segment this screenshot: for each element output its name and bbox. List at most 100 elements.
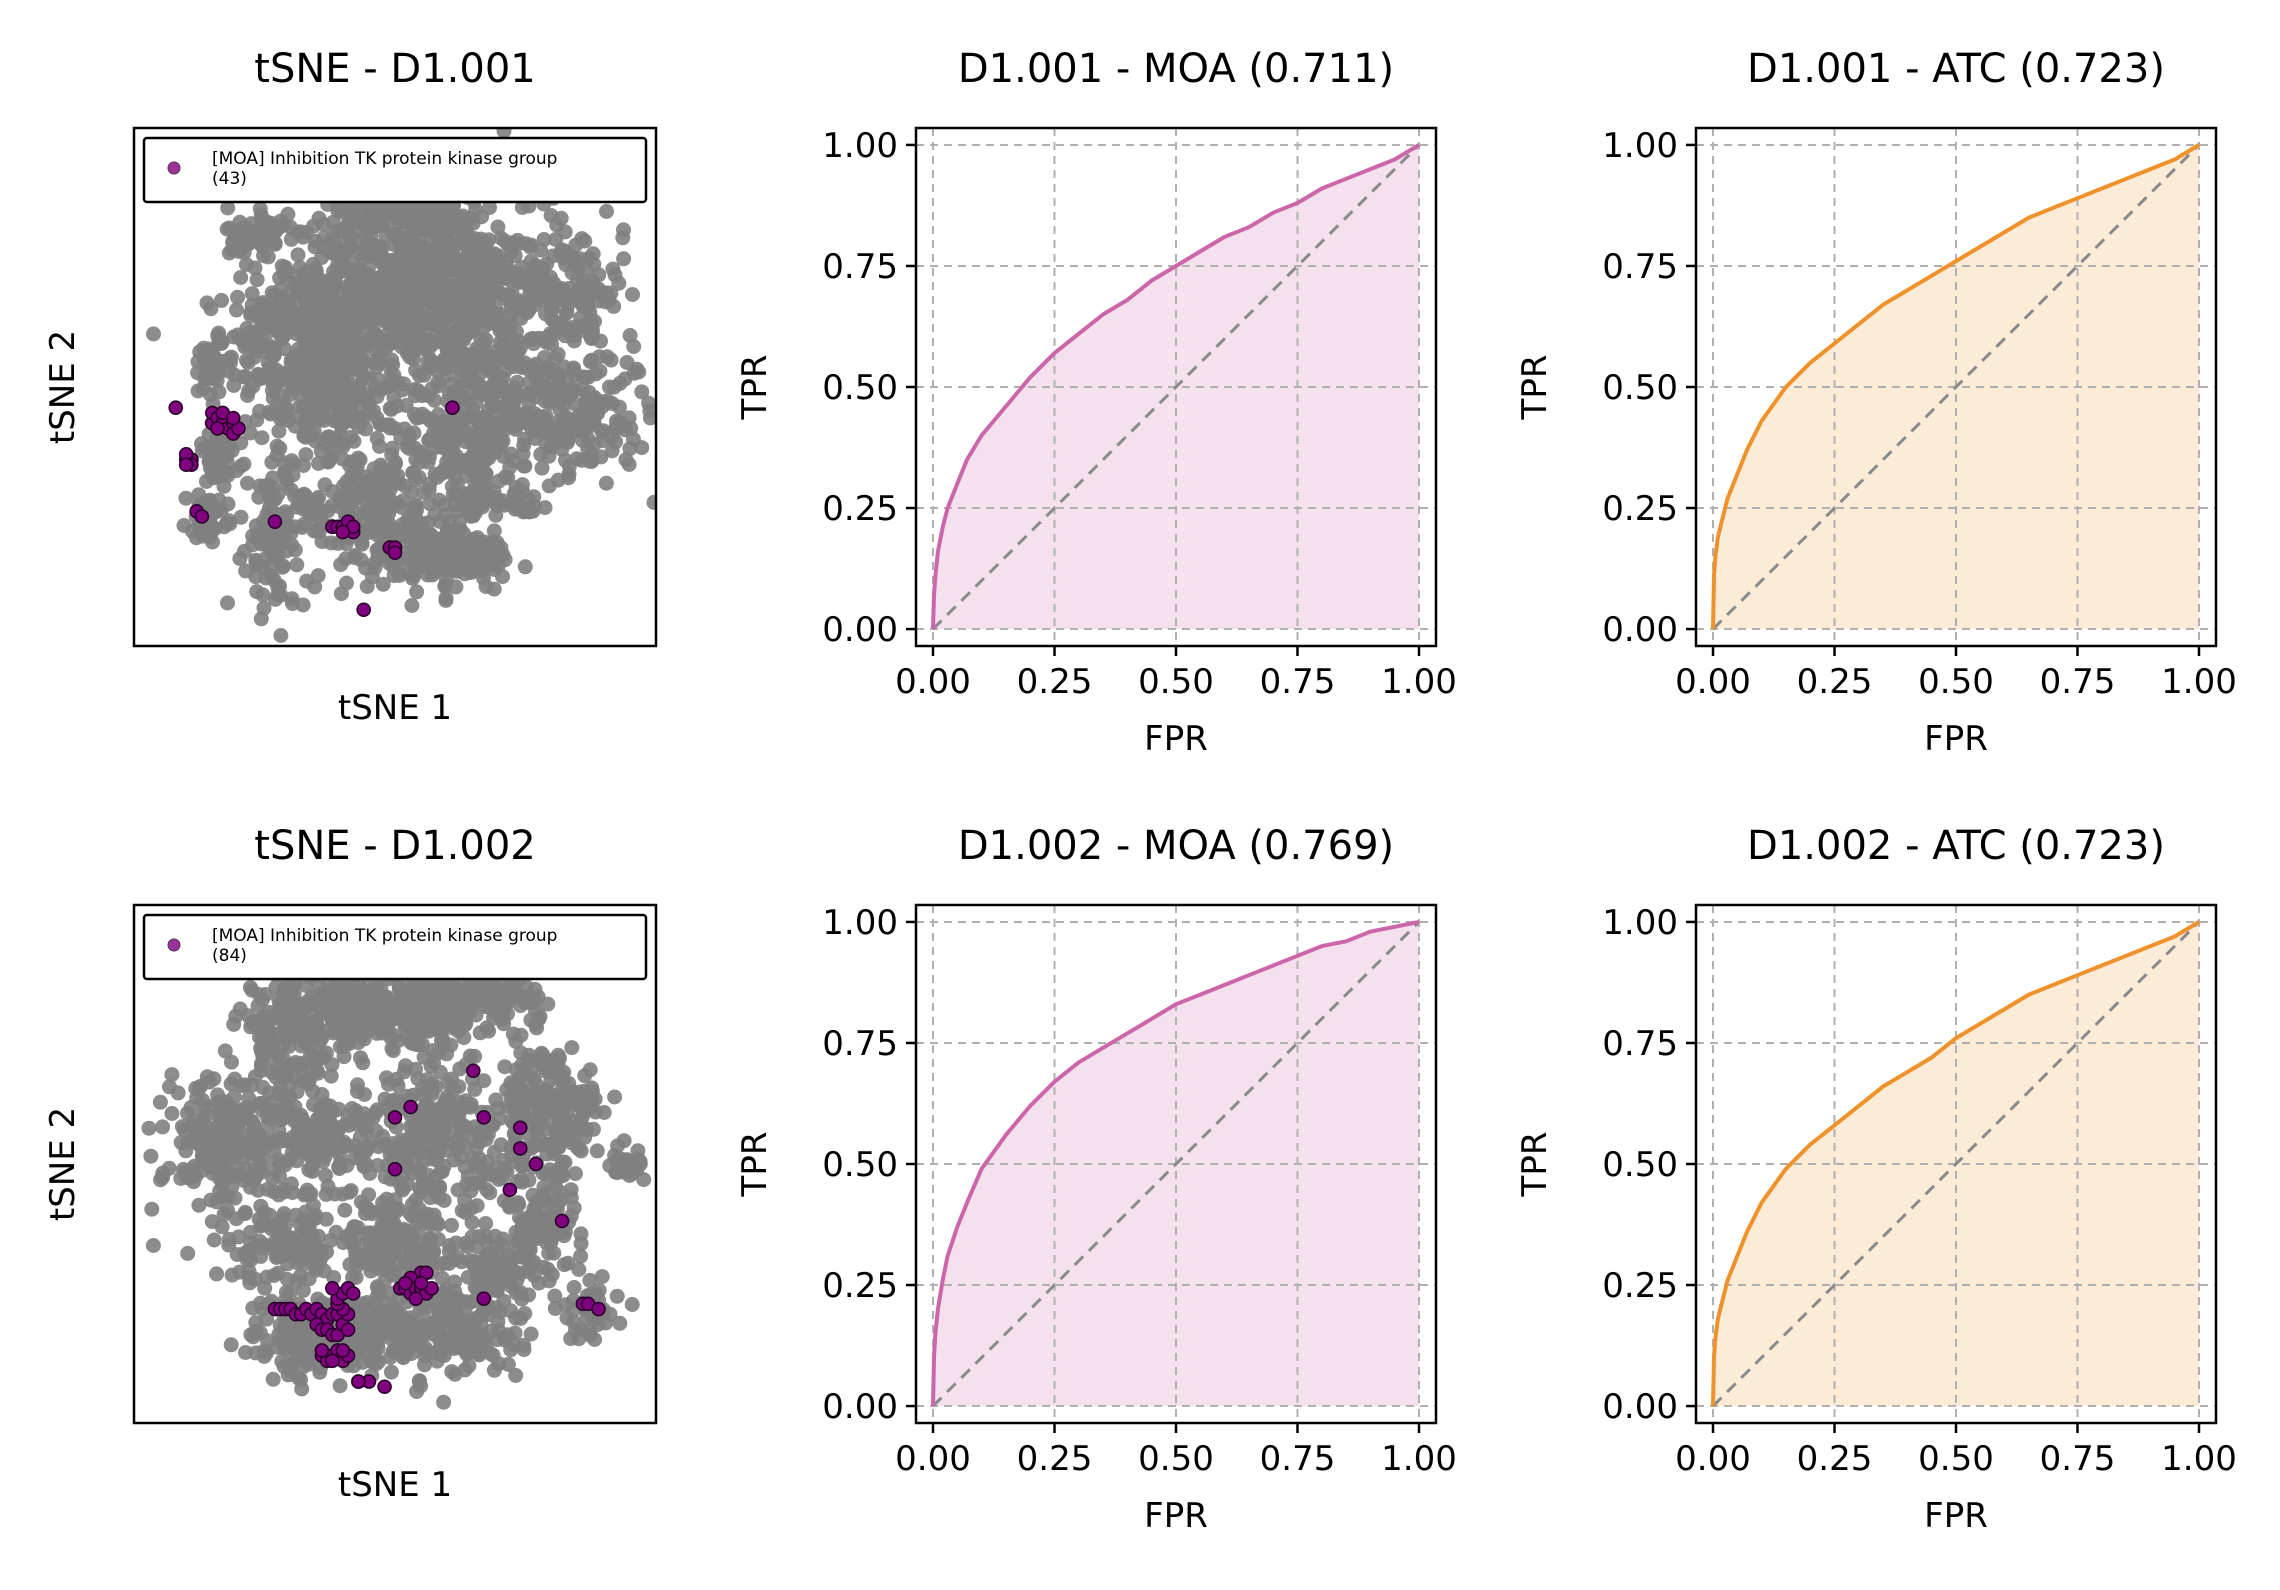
legend: [MOA] Inhibition TK protein kinase group… <box>142 136 648 204</box>
background-point <box>270 587 286 603</box>
background-point <box>265 470 281 486</box>
background-point <box>514 1174 530 1190</box>
background-point <box>486 523 502 539</box>
background-point <box>330 997 346 1013</box>
background-point <box>389 284 404 300</box>
background-point <box>550 1047 566 1063</box>
background-point <box>434 1164 450 1180</box>
background-point <box>490 1101 506 1117</box>
background-point <box>231 1229 247 1245</box>
background-point <box>240 235 256 251</box>
background-point <box>254 1217 270 1233</box>
background-point <box>283 1176 299 1192</box>
background-point <box>312 1364 328 1380</box>
background-point <box>387 1028 403 1044</box>
highlight-point <box>194 509 210 524</box>
background-point <box>458 391 474 407</box>
background-point <box>539 1235 555 1251</box>
background-point <box>311 210 327 226</box>
background-point <box>396 376 412 392</box>
background-point <box>301 1162 317 1178</box>
background-point <box>493 434 509 449</box>
background-point <box>318 1167 333 1183</box>
background-point <box>357 1087 372 1102</box>
background-point <box>564 1040 580 1056</box>
background-point <box>522 386 538 402</box>
background-point <box>228 463 244 479</box>
background-point <box>344 454 360 470</box>
background-point <box>410 296 426 312</box>
background-point <box>344 276 359 292</box>
background-point <box>472 468 488 483</box>
background-point <box>209 1266 225 1282</box>
background-point <box>288 1055 304 1070</box>
background-point <box>278 476 294 492</box>
background-point <box>267 236 283 252</box>
background-point <box>422 1102 438 1118</box>
background-point <box>376 513 392 529</box>
background-point <box>525 1059 541 1075</box>
background-point <box>426 317 442 333</box>
background-point <box>226 1016 242 1032</box>
background-point <box>476 334 492 350</box>
background-point <box>366 270 382 286</box>
background-point <box>396 1064 412 1080</box>
background-point <box>260 249 276 265</box>
legend-marker <box>167 161 181 175</box>
background-point <box>226 378 242 393</box>
legend-frame <box>142 136 648 204</box>
background-point <box>301 1072 317 1088</box>
background-point <box>447 497 463 513</box>
background-point <box>412 454 428 470</box>
background-point <box>612 375 628 391</box>
background-point <box>599 349 615 365</box>
background-point <box>384 1216 400 1232</box>
background-point <box>430 374 446 390</box>
background-point <box>642 403 656 419</box>
background-point <box>335 1186 351 1202</box>
background-point <box>646 494 656 510</box>
background-point <box>242 331 258 347</box>
background-point <box>345 319 360 334</box>
background-point <box>431 1306 447 1322</box>
background-point <box>407 406 422 422</box>
background-point <box>454 345 470 361</box>
background-point <box>511 333 526 349</box>
background-point <box>434 1003 450 1019</box>
background-point <box>290 247 306 263</box>
background-point <box>344 334 360 350</box>
background-point <box>445 451 460 466</box>
background-point <box>337 1202 353 1218</box>
background-point <box>356 1031 372 1047</box>
background-point <box>308 1150 323 1166</box>
background-point <box>317 1131 333 1147</box>
background-point <box>380 379 396 395</box>
background-point <box>371 1008 387 1024</box>
background-point <box>516 458 532 474</box>
background-point <box>409 1234 425 1249</box>
background-point <box>526 1201 542 1217</box>
background-point <box>543 303 559 318</box>
background-point <box>272 270 288 286</box>
background-point <box>155 1165 171 1181</box>
background-point <box>680 408 695 423</box>
background-point <box>244 286 260 302</box>
background-point <box>242 1224 258 1240</box>
background-point <box>549 1122 564 1138</box>
background-point <box>496 128 512 139</box>
background-point <box>375 576 391 592</box>
background-point <box>409 584 425 600</box>
background-point <box>280 206 296 222</box>
background-point <box>557 224 573 240</box>
background-point <box>497 233 513 249</box>
background-point <box>375 1228 391 1244</box>
chart-title: tSNE - D1.001 <box>254 46 535 92</box>
background-point <box>466 357 482 372</box>
background-point <box>622 441 638 457</box>
background-point <box>344 377 360 393</box>
background-point <box>225 234 241 250</box>
background-point <box>383 1364 399 1380</box>
background-point <box>482 200 497 216</box>
background-point <box>617 422 633 438</box>
